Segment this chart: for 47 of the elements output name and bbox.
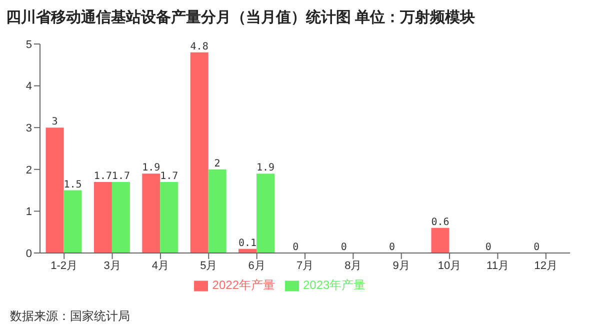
data-label: 0 [340, 242, 347, 253]
x-tick-label: 8月 [344, 260, 362, 272]
data-label: 0.1 [238, 238, 257, 249]
y-tick-label: 3 [26, 122, 32, 135]
data-label: 0 [292, 242, 299, 253]
legend-label: 2023年产量 [303, 278, 366, 292]
bar [431, 228, 450, 253]
data-label: 0 [485, 242, 492, 253]
bar [46, 128, 64, 253]
y-tick-label: 0 [26, 248, 32, 260]
data-label: 1.7 [160, 170, 178, 182]
bar [94, 182, 112, 253]
x-tick-label: 11月 [486, 260, 509, 272]
bar [64, 190, 82, 253]
data-label: 1.5 [64, 179, 82, 190]
bar [190, 52, 208, 253]
x-tick-label: 6月 [248, 260, 266, 272]
bar [256, 174, 275, 253]
x-tick-label: 7月 [296, 260, 314, 272]
y-tick-label: 5 [26, 38, 32, 51]
bar [112, 182, 130, 253]
data-label: 3 [52, 116, 58, 128]
data-label: 1.7 [94, 170, 112, 182]
x-tick-label: 5月 [200, 260, 218, 272]
x-tick-label: 1-2月 [50, 260, 78, 272]
source-note: 数据来源：国家统计局 [10, 308, 130, 325]
data-label: 0 [534, 242, 540, 253]
data-label: 1.7 [112, 170, 130, 182]
y-tick-label: 1 [26, 206, 32, 218]
data-label: 0.6 [431, 216, 450, 228]
x-tick-label: 9月 [392, 260, 410, 272]
data-label: 1.9 [142, 162, 160, 174]
y-tick-label: 4 [26, 80, 32, 93]
x-tick-label: 4月 [152, 260, 170, 272]
data-label: 2 [214, 158, 220, 170]
x-tick-label: 12月 [534, 260, 558, 272]
bar [208, 169, 226, 253]
bar [160, 182, 178, 253]
data-label: 0 [389, 242, 396, 253]
x-tick-label: 10月 [438, 260, 462, 272]
data-label: 1.9 [256, 162, 275, 174]
legend-label: 2022年产量 [212, 278, 275, 292]
data-label: 4.8 [190, 41, 208, 52]
chart-title: 四川省移动通信基站设备产量分月（当月值）统计图 单位：万射频模块 [6, 8, 476, 27]
x-tick-label: 3月 [104, 260, 121, 272]
y-tick-label: 2 [26, 164, 32, 176]
bar [142, 174, 160, 253]
